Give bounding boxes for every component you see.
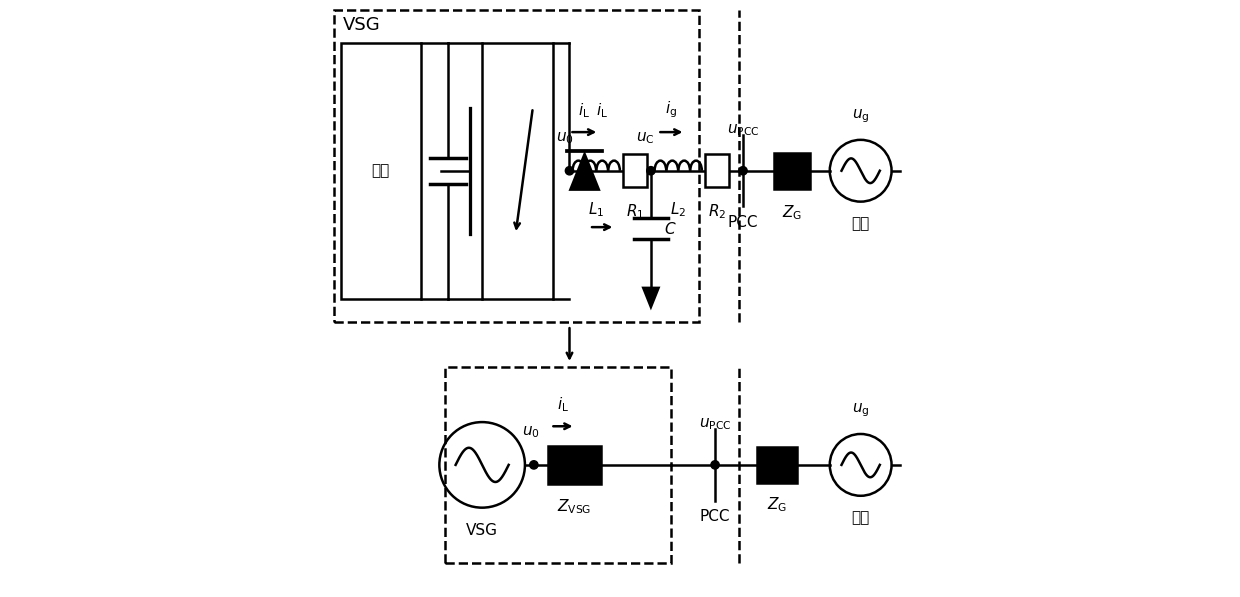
Polygon shape [706, 155, 729, 187]
Polygon shape [482, 43, 553, 298]
Text: $i_{\rm L}$: $i_{\rm L}$ [557, 396, 569, 414]
Text: $i_{\rm L}$: $i_{\rm L}$ [578, 101, 590, 120]
Text: $L_1$: $L_1$ [588, 201, 604, 219]
Text: $u_{\rm g}$: $u_{\rm g}$ [852, 402, 869, 419]
Text: PCC: PCC [699, 509, 730, 524]
Circle shape [529, 461, 538, 469]
Circle shape [565, 167, 574, 175]
Circle shape [739, 167, 748, 175]
Polygon shape [622, 155, 647, 187]
Text: $u_{\rm PCC}$: $u_{\rm PCC}$ [727, 122, 759, 138]
Polygon shape [641, 287, 661, 310]
Text: 电网: 电网 [852, 510, 869, 525]
Text: $u_0$: $u_0$ [556, 130, 574, 146]
Text: $Z_{\rm VSG}$: $Z_{\rm VSG}$ [557, 497, 591, 516]
Text: 电网: 电网 [852, 217, 869, 232]
Circle shape [711, 461, 719, 469]
Polygon shape [341, 43, 420, 298]
Text: $Z_{\rm G}$: $Z_{\rm G}$ [766, 496, 787, 515]
Text: 电源: 电源 [372, 163, 389, 179]
Text: $u_{\rm PCC}$: $u_{\rm PCC}$ [699, 417, 732, 432]
Text: $L_2$: $L_2$ [670, 201, 686, 219]
Polygon shape [548, 445, 601, 484]
Text: $u_{\rm C}$: $u_{\rm C}$ [636, 130, 655, 146]
Text: $R_2$: $R_2$ [708, 202, 725, 221]
Text: $i_{\rm L}$: $i_{\rm L}$ [596, 101, 608, 120]
Text: $i_{\rm g}$: $i_{\rm g}$ [665, 100, 677, 120]
Circle shape [647, 167, 655, 175]
Text: $R_1$: $R_1$ [626, 202, 644, 221]
Text: VSG: VSG [342, 16, 381, 34]
Text: $u_{\rm g}$: $u_{\rm g}$ [852, 107, 869, 125]
Text: $u_0$: $u_0$ [522, 424, 539, 440]
Text: $C$: $C$ [663, 221, 677, 236]
Polygon shape [568, 150, 600, 191]
Polygon shape [756, 447, 797, 483]
Text: PCC: PCC [728, 216, 758, 230]
Text: $Z_{\rm G}$: $Z_{\rm G}$ [782, 204, 802, 222]
Text: VSG: VSG [466, 522, 498, 537]
Polygon shape [775, 153, 810, 189]
